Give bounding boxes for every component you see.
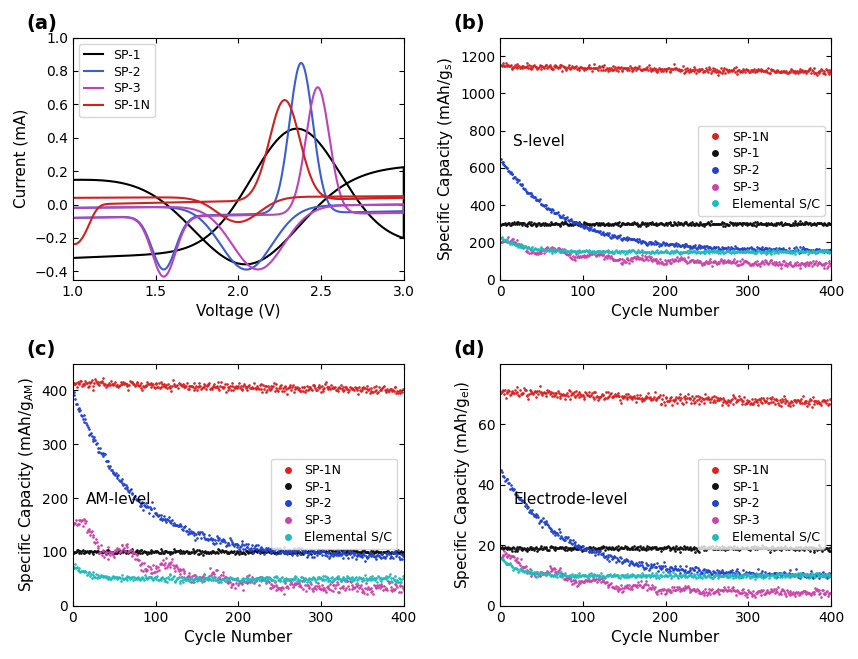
SP-3 <box>312 83 323 91</box>
SP-1N <box>69 240 80 248</box>
SP-3 <box>159 273 169 281</box>
Line: SP-1N: SP-1N <box>73 100 404 244</box>
Y-axis label: Specific Capacity (mAh/g$_\mathrm{s}$): Specific Capacity (mAh/g$_\mathrm{s}$) <box>436 57 455 261</box>
Y-axis label: Current (mA): Current (mA) <box>14 109 29 208</box>
SP-1N <box>279 96 289 104</box>
Line: SP-1: SP-1 <box>73 129 404 264</box>
X-axis label: Cycle Number: Cycle Number <box>612 630 720 645</box>
SP-3 <box>108 214 118 221</box>
Legend: SP-1N, SP-1, SP-2, SP-3, Elemental S/C: SP-1N, SP-1, SP-2, SP-3, Elemental S/C <box>271 459 397 549</box>
SP-1 <box>68 254 78 262</box>
Y-axis label: Specific Capacity (mAh/g$_\mathrm{AM}$): Specific Capacity (mAh/g$_\mathrm{AM}$) <box>17 377 36 592</box>
SP-1 <box>226 257 236 265</box>
SP-1 <box>327 189 337 197</box>
Legend: SP-1N, SP-1, SP-2, SP-3, Elemental S/C: SP-1N, SP-1, SP-2, SP-3, Elemental S/C <box>698 459 825 549</box>
Y-axis label: Specific Capacity (mAh/g$_\mathrm{el}$): Specific Capacity (mAh/g$_\mathrm{el}$) <box>453 380 472 588</box>
X-axis label: Cycle Number: Cycle Number <box>612 304 720 319</box>
Text: (d): (d) <box>454 339 486 358</box>
SP-1N <box>226 217 236 225</box>
SP-2 <box>158 204 168 212</box>
SP-1N <box>68 240 78 248</box>
X-axis label: Cycle Number: Cycle Number <box>184 630 293 645</box>
SP-1N <box>158 194 168 202</box>
SP-2 <box>226 256 236 264</box>
SP-2 <box>68 204 78 212</box>
X-axis label: Voltage (V): Voltage (V) <box>196 304 281 319</box>
SP-1N <box>344 192 354 200</box>
Text: Electrode-level: Electrode-level <box>513 492 628 507</box>
SP-1 <box>108 252 118 260</box>
Line: SP-3: SP-3 <box>73 87 404 277</box>
SP-2 <box>241 266 251 273</box>
SP-1N <box>306 192 317 200</box>
Text: (c): (c) <box>27 339 56 358</box>
Text: S-level: S-level <box>513 134 565 150</box>
SP-3 <box>158 203 168 211</box>
SP-1N <box>109 200 119 208</box>
SP-3 <box>344 201 354 209</box>
SP-1 <box>345 178 355 186</box>
SP-3 <box>226 239 236 247</box>
SP-3 <box>68 204 78 212</box>
SP-2 <box>345 201 355 209</box>
SP-2 <box>68 214 78 222</box>
SP-1 <box>158 198 168 206</box>
SP-1 <box>292 125 302 132</box>
SP-1N <box>326 192 336 200</box>
SP-3 <box>306 209 317 217</box>
SP-2 <box>296 59 306 67</box>
SP-2 <box>108 213 118 221</box>
SP-3 <box>68 214 78 222</box>
Legend: SP-1N, SP-1, SP-2, SP-3, Elemental S/C: SP-1N, SP-1, SP-2, SP-3, Elemental S/C <box>698 126 825 215</box>
Legend: SP-1, SP-2, SP-3, SP-1N: SP-1, SP-2, SP-3, SP-1N <box>79 43 154 117</box>
Line: SP-2: SP-2 <box>73 63 404 270</box>
SP-2 <box>307 204 317 212</box>
Text: AM-level: AM-level <box>86 492 152 507</box>
Text: (a): (a) <box>27 14 57 33</box>
SP-1 <box>307 208 317 215</box>
SP-3 <box>326 202 336 210</box>
SP-1 <box>240 260 251 268</box>
SP-2 <box>327 202 337 210</box>
SP-1 <box>68 176 78 184</box>
SP-1N <box>68 194 78 202</box>
Text: (b): (b) <box>454 14 486 33</box>
